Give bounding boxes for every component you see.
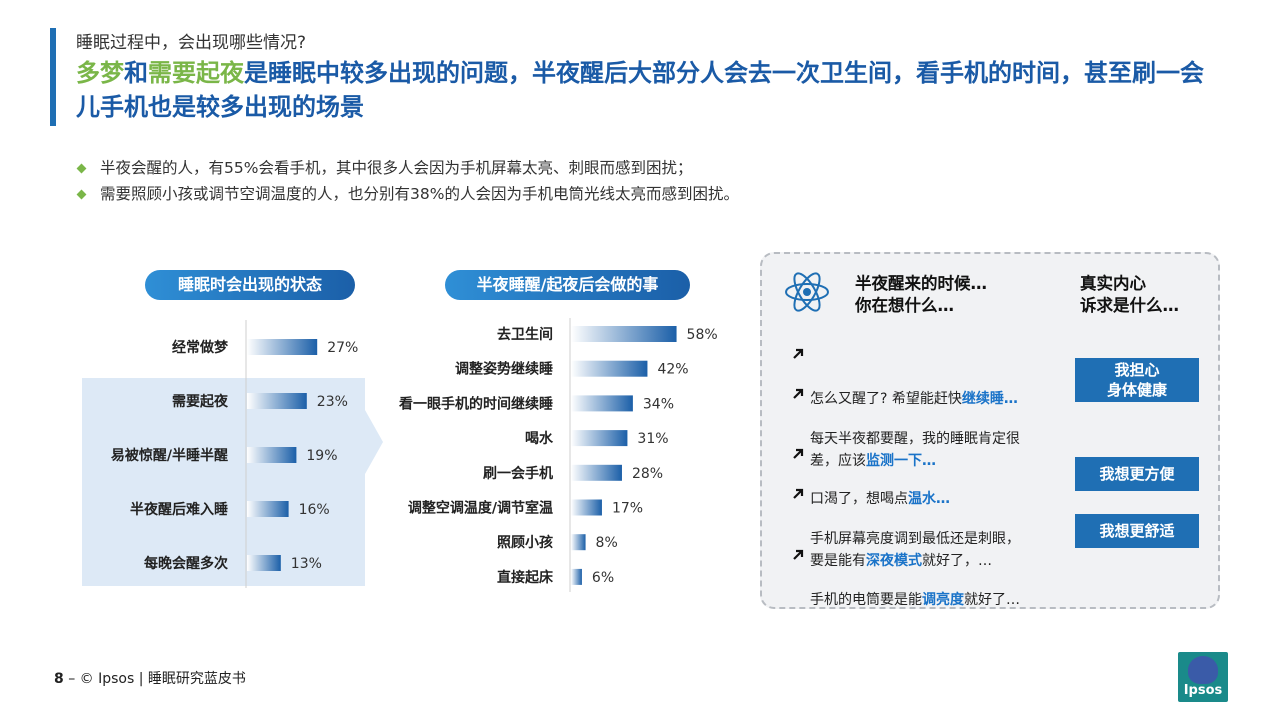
chart1-bar bbox=[247, 393, 307, 409]
summary-bullets: 半夜会醒的人，有55%会看手机，其中很多人会因为手机屏幕太亮、刺眼而感到困扰； … bbox=[76, 155, 739, 207]
need-comfort-badge: 我想更舒适 bbox=[1075, 514, 1199, 548]
thought-text: 手机屏幕亮度调到最低还是刺眼， 要是能有深夜模式就好了，… bbox=[792, 528, 1020, 572]
arrow-up-right-icon bbox=[793, 348, 804, 359]
thought-text: 口渴了，想喝点温水… bbox=[792, 488, 950, 510]
bar-charts: 经常做梦 27% 需要起夜 23% 易被惊醒/半睡半醒 19% 半夜醒后难入睡 16% 每晚会醒… bbox=[111, 318, 718, 592]
chart1-category-label: 每晚会醒多次 bbox=[144, 555, 228, 572]
chart1-category-label: 易被惊醒/半睡半醒 bbox=[111, 447, 228, 464]
thought-text: 怎么又醒了? 希望能赶快继续睡… bbox=[792, 388, 1018, 410]
footer-dash: – bbox=[63, 671, 80, 687]
thought-keyword: 调亮度 bbox=[922, 592, 964, 608]
headline-rest: 是睡眠中较多出现的问题，半夜醒后大部分人会去一次卫生间，看手机的时间，甚至刷一会… bbox=[76, 59, 1204, 121]
footer-copyright: © Ipsos | 睡眠研究蓝皮书 bbox=[79, 671, 246, 687]
chart2-value-label: 8% bbox=[596, 535, 618, 551]
arrow-up-right-icon bbox=[793, 549, 804, 560]
chart1-category-label: 需要起夜 bbox=[172, 393, 229, 410]
chart1-value-label: 27% bbox=[327, 340, 358, 356]
logo-text: Ipsos bbox=[1183, 683, 1223, 698]
chart1-value-label: 23% bbox=[317, 394, 348, 410]
chart2-bar bbox=[571, 430, 628, 447]
page-pretitle: 睡眠过程中，会出现哪些情况? bbox=[76, 33, 307, 53]
thought-pre: 怎么又醒了? 希望能赶快 bbox=[810, 391, 962, 407]
bullet-item: 半夜会醒的人，有55%会看手机，其中很多人会因为手机屏幕太亮、刺眼而感到困扰； bbox=[76, 155, 739, 181]
chart2-bar bbox=[571, 534, 586, 551]
page-footer: 8 – © Ipsos | 睡眠研究蓝皮书 bbox=[54, 668, 246, 688]
chart2-category-label: 刷一会手机 bbox=[483, 465, 553, 482]
thought-item: 怎么又醒了? 希望能赶快继续睡… bbox=[792, 344, 1018, 432]
chart1-bar bbox=[247, 447, 297, 463]
bullet-text: 需要照顾小孩或调节空调温度的人，也分别有38%的人会因为手机电筒光线太亮而感到困… bbox=[100, 185, 739, 203]
headline-and: 和 bbox=[124, 59, 148, 87]
chart2-category-label: 调整姿势继续睡 bbox=[455, 361, 553, 378]
thought-keyword: 继续睡… bbox=[961, 391, 1018, 407]
chart2-value-label: 6% bbox=[592, 570, 614, 586]
chart2-bar bbox=[571, 499, 602, 516]
highlight-shade bbox=[82, 378, 365, 586]
chart2-category-label: 调整空调温度/调节室温 bbox=[408, 500, 553, 517]
chart2-bar bbox=[571, 326, 677, 342]
headline-highlight-dreams: 多梦 bbox=[76, 59, 124, 87]
thought-pre: 口渴了，想喝点 bbox=[810, 491, 908, 507]
chart1-category-label: 经常做梦 bbox=[172, 339, 229, 356]
chart2-bar bbox=[571, 464, 622, 481]
arrow-up-right-icon bbox=[793, 388, 804, 399]
chart2-category-label: 看一眼手机的时间继续睡 bbox=[398, 395, 553, 412]
chart2-title-pill: 半夜睡醒/起夜后会做的事 bbox=[445, 270, 690, 300]
logo-shape-icon bbox=[1188, 656, 1218, 684]
thought-keyword: 深夜模式 bbox=[866, 553, 922, 569]
chart2-bar bbox=[571, 395, 633, 412]
thought-item: 手机屏幕亮度调到最低还是刺眼， 要是能有深夜模式就好了，… bbox=[792, 484, 1020, 594]
chart1-bar bbox=[247, 501, 289, 517]
chart2-category-label: 去卫生间 bbox=[497, 326, 553, 343]
chart1-value-label: 16% bbox=[299, 502, 330, 518]
chart1-title-pill: 睡眠时会出现的状态 bbox=[145, 270, 355, 300]
insight-panel bbox=[760, 252, 1220, 609]
ipsos-logo: Ipsos bbox=[1178, 652, 1228, 702]
chart2-category-label: 直接起床 bbox=[497, 569, 554, 586]
chart2-bar bbox=[571, 568, 582, 585]
thought-post: 就好了… bbox=[964, 592, 1020, 608]
thought-keyword: 温水… bbox=[908, 491, 950, 507]
chart2-value-label: 42% bbox=[657, 362, 688, 378]
panel-head-needs: 真实内心 诉求是什么… bbox=[1080, 274, 1179, 315]
chart2-value-label: 58% bbox=[687, 327, 718, 343]
thought-keyword: 监测一下… bbox=[866, 453, 936, 469]
thought-item: 手机的电筒要是能调亮度就好了… bbox=[792, 545, 1020, 633]
bullet-item: 需要照顾小孩或调节空调温度的人，也分别有38%的人会因为手机电筒光线太亮而感到困… bbox=[76, 181, 739, 207]
chart1-bar bbox=[247, 339, 318, 355]
highlight-arrow bbox=[365, 410, 383, 474]
chart1-category-label: 半夜醒后难入睡 bbox=[130, 501, 228, 518]
chart2-value-label: 31% bbox=[637, 431, 668, 447]
thought-item: 每天半夜都要醒，我的睡眠肯定很 差，应该监测一下… bbox=[792, 384, 1020, 494]
chart2-value-label: 34% bbox=[643, 396, 674, 412]
chart2-value-label: 17% bbox=[612, 501, 643, 517]
chart2-bar bbox=[571, 360, 648, 377]
thought-text: 手机的电筒要是能调亮度就好了… bbox=[792, 589, 1020, 611]
panel-head-thinking: 半夜醒来的时候… 你在想什么… bbox=[855, 274, 987, 315]
need-convenience-badge: 我想更方便 bbox=[1075, 457, 1199, 491]
chart1-bar bbox=[247, 555, 281, 571]
page-number: 8 bbox=[54, 671, 64, 687]
atom-icon bbox=[785, 272, 829, 312]
page-headline: 多梦和需要起夜是睡眠中较多出现的问题，半夜醒后大部分人会去一次卫生间，看手机的时… bbox=[76, 56, 1226, 124]
need-health-badge: 我担心 身体健康 bbox=[1075, 358, 1199, 402]
thought-text: 每天半夜都要醒，我的睡眠肯定很 差，应该监测一下… bbox=[792, 428, 1020, 472]
arrow-up-right-icon bbox=[793, 448, 804, 459]
thought-pre: 手机屏幕亮度调到最低还是刺眼， 要是能有 bbox=[810, 531, 1020, 569]
chart1-value-label: 13% bbox=[291, 556, 322, 572]
arrow-up-right-icon bbox=[793, 488, 804, 499]
thought-pre: 手机的电筒要是能 bbox=[810, 592, 922, 608]
chart2-category-label: 照顾小孩 bbox=[497, 534, 553, 551]
thought-pre: 每天半夜都要醒，我的睡眠肯定很 差，应该 bbox=[810, 431, 1020, 469]
bullet-text: 半夜会醒的人，有55%会看手机，其中很多人会因为手机屏幕太亮、刺眼而感到困扰； bbox=[100, 159, 693, 177]
headline-highlight-night-up: 需要起夜 bbox=[148, 59, 244, 87]
chart2-value-label: 28% bbox=[632, 466, 663, 482]
title-accent-bar bbox=[50, 28, 56, 126]
thought-post: 就好了，… bbox=[922, 553, 992, 569]
chart2-category-label: 喝水 bbox=[525, 430, 554, 447]
chart1-value-label: 19% bbox=[306, 448, 337, 464]
thought-item: 口渴了，想喝点温水… bbox=[792, 444, 950, 532]
